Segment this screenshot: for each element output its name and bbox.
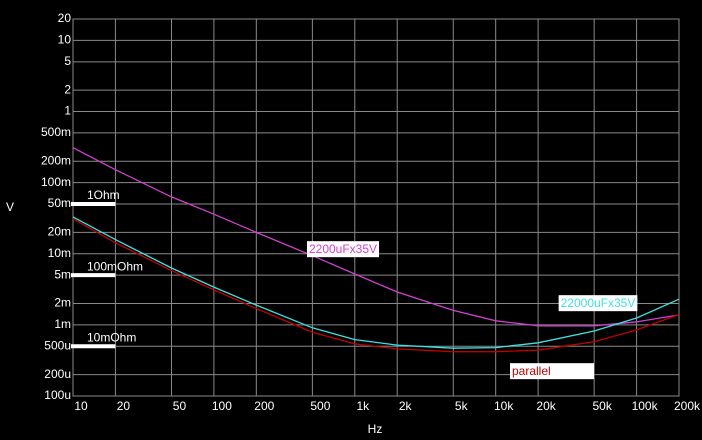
legend-label-box (510, 363, 594, 380)
series-line (72, 216, 680, 349)
annotation-label: 100mOhm (87, 259, 143, 273)
y-tick-label: 10 (58, 33, 72, 47)
series-label: 2200uFx35V (306, 241, 380, 258)
x-tick-label: 200 (254, 399, 274, 413)
y-tick-label: 10m (48, 246, 71, 260)
y-tick-label: 200u (44, 367, 71, 381)
y-axis-label: V (6, 200, 14, 214)
legend-label-box (306, 241, 380, 258)
series-label: parallel (510, 363, 594, 380)
series-line (72, 218, 680, 353)
y-tick-label: 100u (44, 388, 71, 402)
x-tick-label: 500 (310, 399, 330, 413)
y-tick-label: 5 (64, 54, 71, 68)
x-tick-label: 1k (356, 399, 370, 413)
x-tick-label: 100 (212, 399, 232, 413)
legend-label: parallel (512, 364, 551, 378)
plot-area (72, 18, 680, 397)
x-axis-label: Hz (368, 422, 383, 436)
x-tick-label: 2k (399, 399, 413, 413)
y-tick-label: 50m (48, 196, 71, 210)
x-tick-label: 10 (74, 399, 88, 413)
y-tick-label: 20 (58, 11, 72, 25)
y-tick-label: 1 (64, 104, 71, 118)
annotation-label: 10mOhm (87, 330, 136, 344)
annotation-label: 1Ohm (87, 188, 120, 202)
x-tick-label: 20 (117, 399, 131, 413)
x-tick-label: 20k (536, 399, 556, 413)
y-tick-label: 5m (54, 267, 71, 281)
series-line (72, 147, 680, 327)
legend-label-box (558, 295, 638, 312)
x-tick-label: 200k (674, 399, 701, 413)
y-tick-label: 200m (41, 153, 71, 167)
y-tick-label: 2 (64, 82, 71, 96)
y-tick-label: 100m (41, 175, 71, 189)
series-label: 22000uFx35V (558, 295, 638, 312)
y-tick-label: 2m (54, 296, 71, 310)
x-tick-label: 10k (494, 399, 514, 413)
legend-label: 2200uFx35V (309, 242, 377, 256)
y-tick-label: 500u (44, 338, 71, 352)
y-tick-label: 500m (41, 125, 71, 139)
x-tick-label: 50 (173, 399, 187, 413)
y-tick-label: 20m (48, 225, 71, 239)
x-tick-label: 100k (632, 399, 659, 413)
x-tick-label: 5k (455, 399, 469, 413)
x-tick-label: 50k (592, 399, 612, 413)
y-tick-label: 1m (54, 317, 71, 331)
legend-label: 22000uFx35V (561, 296, 636, 310)
